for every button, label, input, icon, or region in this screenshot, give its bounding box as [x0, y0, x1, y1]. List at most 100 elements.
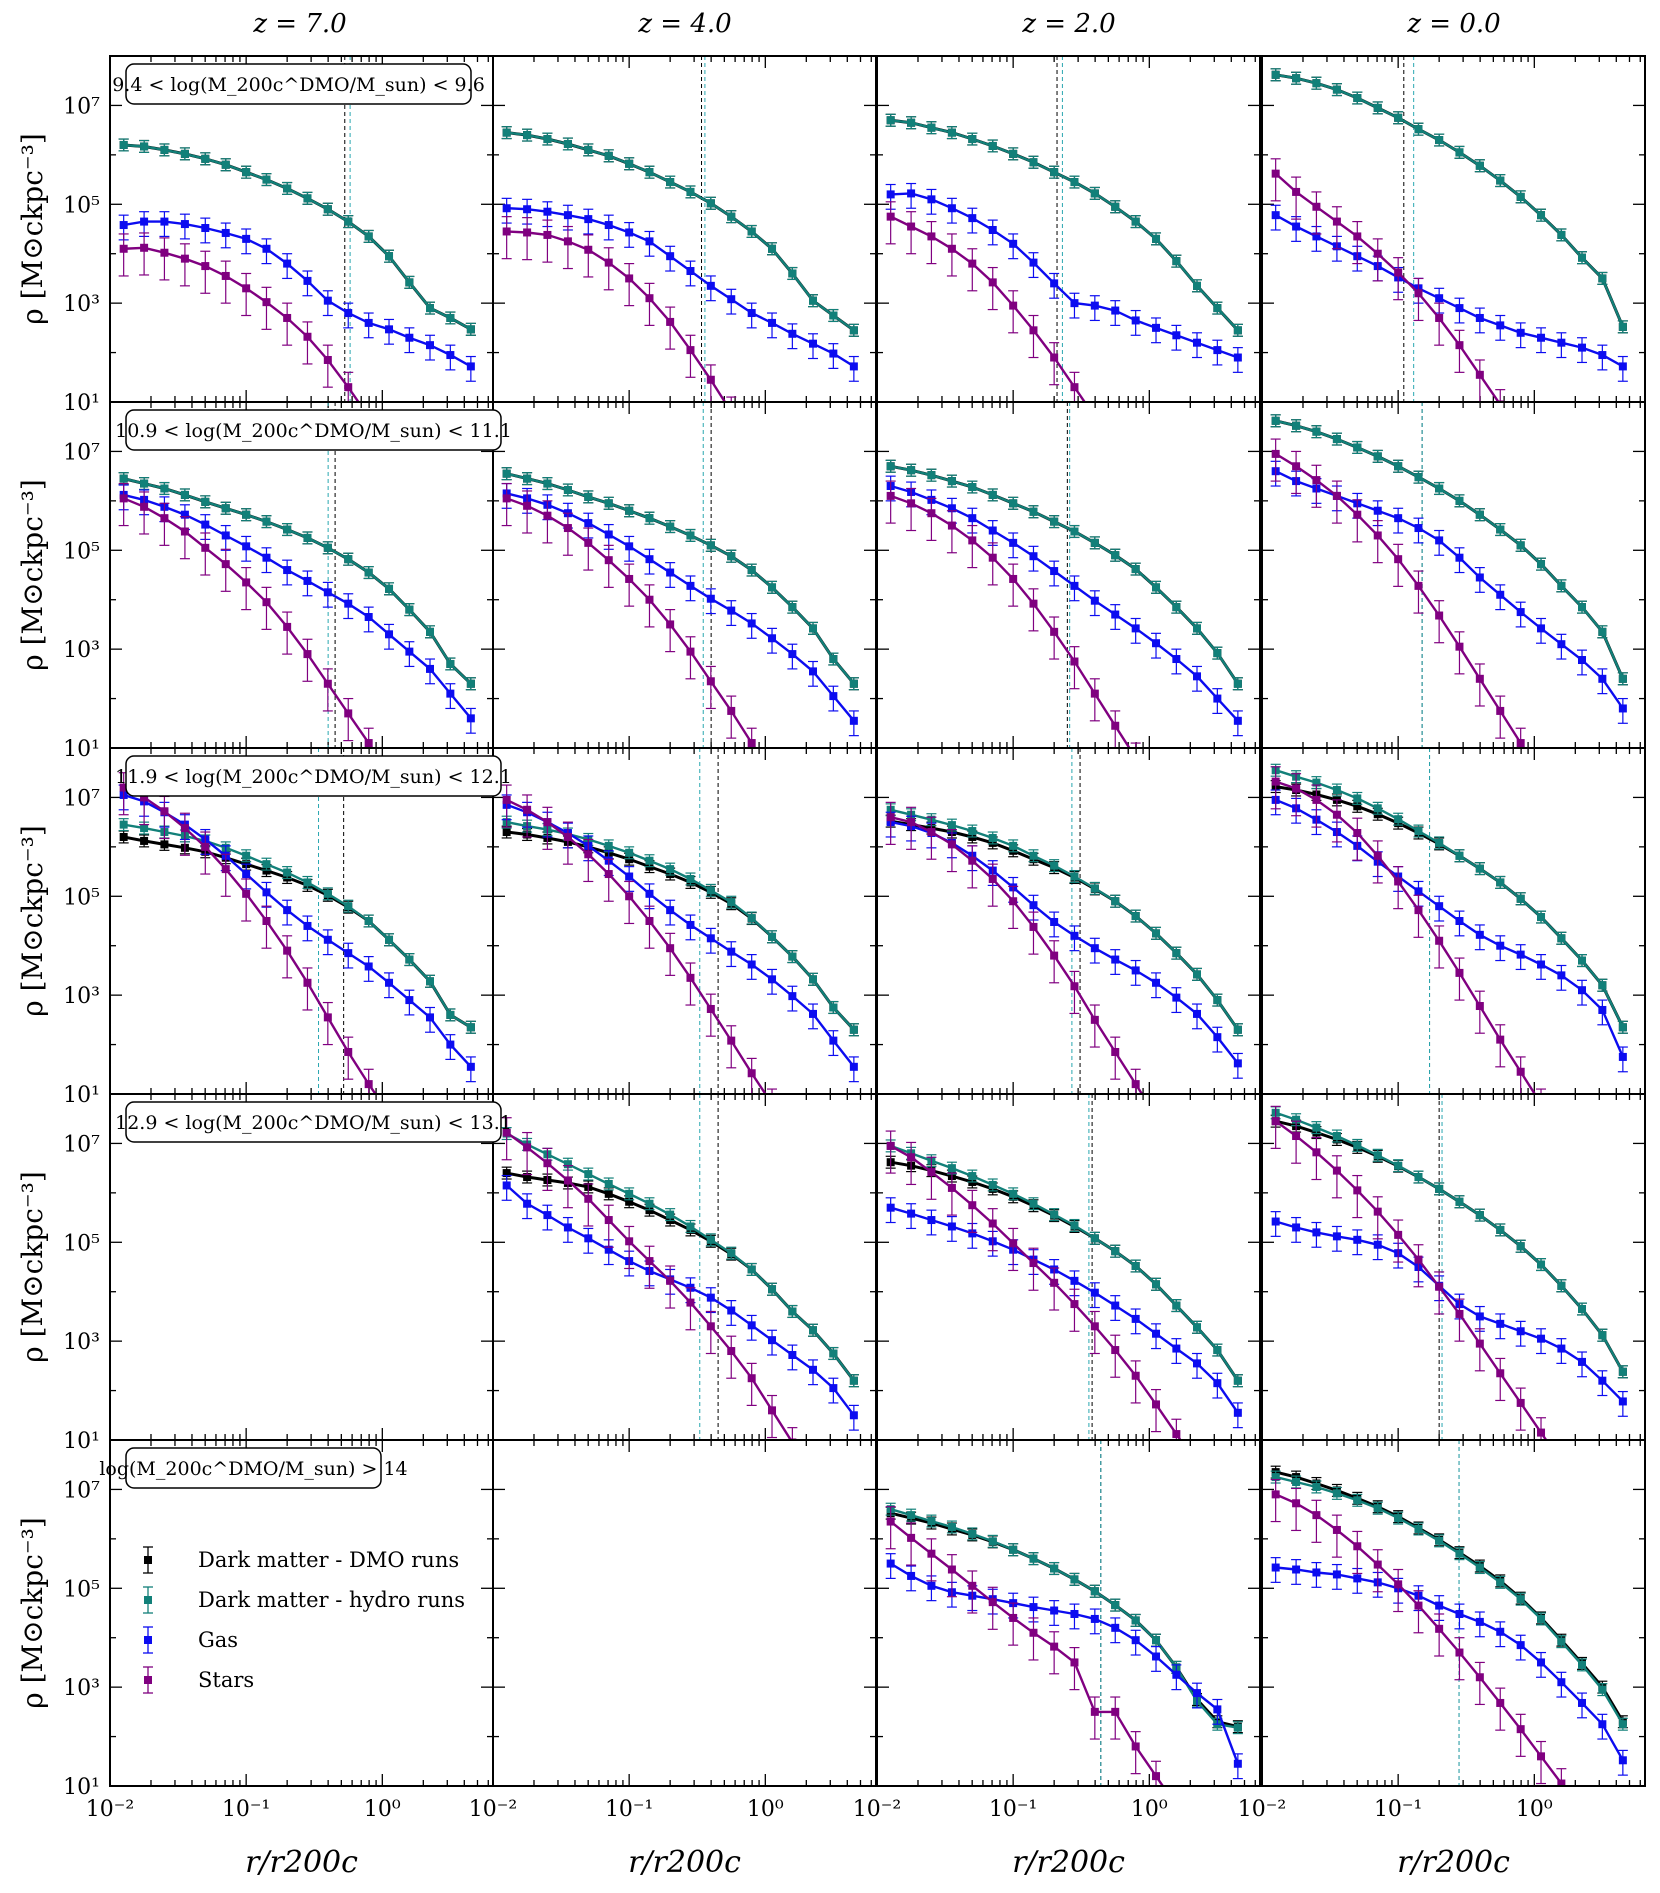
data-point — [1152, 497, 1160, 505]
data-point — [1070, 1276, 1079, 1285]
data-point — [1050, 567, 1059, 576]
data-point — [625, 1237, 634, 1246]
data-point — [788, 1130, 796, 1138]
data-point — [829, 546, 837, 554]
data-point — [968, 536, 977, 545]
series-gas — [885, 182, 1243, 373]
data-point — [968, 1229, 977, 1238]
series-dmo — [885, 1506, 1243, 1734]
data-point — [666, 317, 675, 326]
series-line — [890, 494, 1131, 748]
data-point — [947, 128, 956, 137]
data-point — [947, 1565, 956, 1574]
data-point — [1009, 1189, 1018, 1198]
data-point — [140, 243, 149, 252]
data-point — [344, 383, 353, 392]
data-point — [1070, 178, 1079, 187]
series-dmo — [885, 113, 1243, 337]
data-point — [502, 128, 511, 137]
data-point — [1353, 794, 1362, 803]
series-line — [123, 477, 472, 685]
data-point — [180, 490, 189, 499]
data-point — [283, 259, 292, 268]
data-point — [1516, 608, 1525, 617]
series-line — [506, 803, 855, 1068]
axis-ticks — [876, 747, 1260, 1095]
data-point — [1271, 211, 1280, 220]
series-line — [123, 793, 472, 1068]
panel-frame — [109, 1093, 494, 1441]
data-point — [119, 474, 128, 483]
data-point — [1516, 192, 1525, 201]
data-point — [1435, 313, 1444, 322]
data-point — [1213, 694, 1222, 703]
data-point — [1172, 1301, 1181, 1310]
data-point — [604, 1189, 613, 1198]
data-point — [829, 1036, 838, 1045]
data-point — [1598, 351, 1607, 360]
data-point — [1312, 1228, 1321, 1237]
data-point — [160, 807, 169, 816]
data-point — [584, 1234, 593, 1243]
series-gas — [1270, 460, 1628, 724]
data-point — [385, 325, 394, 334]
data-point — [1598, 1376, 1607, 1385]
data-point — [1414, 473, 1423, 482]
data-point — [1598, 627, 1607, 636]
series-dmo — [885, 459, 1243, 691]
data-point — [543, 479, 552, 488]
panel-data — [118, 748, 476, 1094]
series-line — [506, 830, 856, 1031]
series-line — [1275, 785, 1625, 1028]
series-dmo — [118, 138, 476, 336]
data-point — [1233, 1059, 1242, 1068]
series-hydro — [885, 1502, 1243, 1735]
series-hydro — [885, 113, 1243, 337]
data-point — [1090, 1614, 1099, 1623]
data-point — [584, 492, 593, 501]
data-point — [405, 472, 413, 480]
data-point — [1193, 970, 1202, 979]
data-point — [1496, 176, 1505, 185]
data-point — [1496, 1369, 1505, 1378]
series-line — [506, 131, 855, 332]
data-point — [1353, 510, 1362, 519]
data-point — [604, 151, 613, 160]
data-point — [1233, 1723, 1242, 1732]
data-point — [1213, 873, 1221, 881]
data-point — [768, 1100, 776, 1108]
axis-ticks — [109, 401, 493, 749]
data-point — [788, 798, 796, 806]
data-point — [1090, 1015, 1099, 1024]
data-point — [1009, 301, 1018, 310]
data-point — [809, 1326, 818, 1335]
data-point — [201, 224, 210, 233]
series-line — [506, 131, 855, 332]
data-point — [242, 851, 251, 860]
data-point — [886, 1517, 895, 1526]
data-point — [323, 296, 332, 305]
series-stars — [501, 482, 858, 895]
data-point — [1131, 1371, 1140, 1380]
data-point — [850, 887, 858, 895]
series-hydro — [501, 815, 859, 1037]
data-point — [1131, 1742, 1140, 1751]
data-point — [1516, 541, 1525, 550]
data-point — [584, 215, 593, 224]
data-point — [1131, 316, 1140, 325]
data-point — [563, 237, 572, 246]
data-point — [1292, 187, 1301, 196]
axis-ticks — [109, 1093, 493, 1441]
data-point — [1090, 1288, 1099, 1297]
data-point — [303, 276, 312, 285]
data-point — [140, 217, 149, 226]
data-point — [1537, 1428, 1546, 1437]
panel-frame — [492, 1439, 877, 1787]
data-point — [180, 254, 189, 263]
data-point — [1172, 949, 1181, 958]
data-point — [160, 217, 169, 226]
data-point — [1475, 313, 1484, 322]
series-line — [1274, 172, 1500, 402]
data-point — [1557, 934, 1566, 943]
